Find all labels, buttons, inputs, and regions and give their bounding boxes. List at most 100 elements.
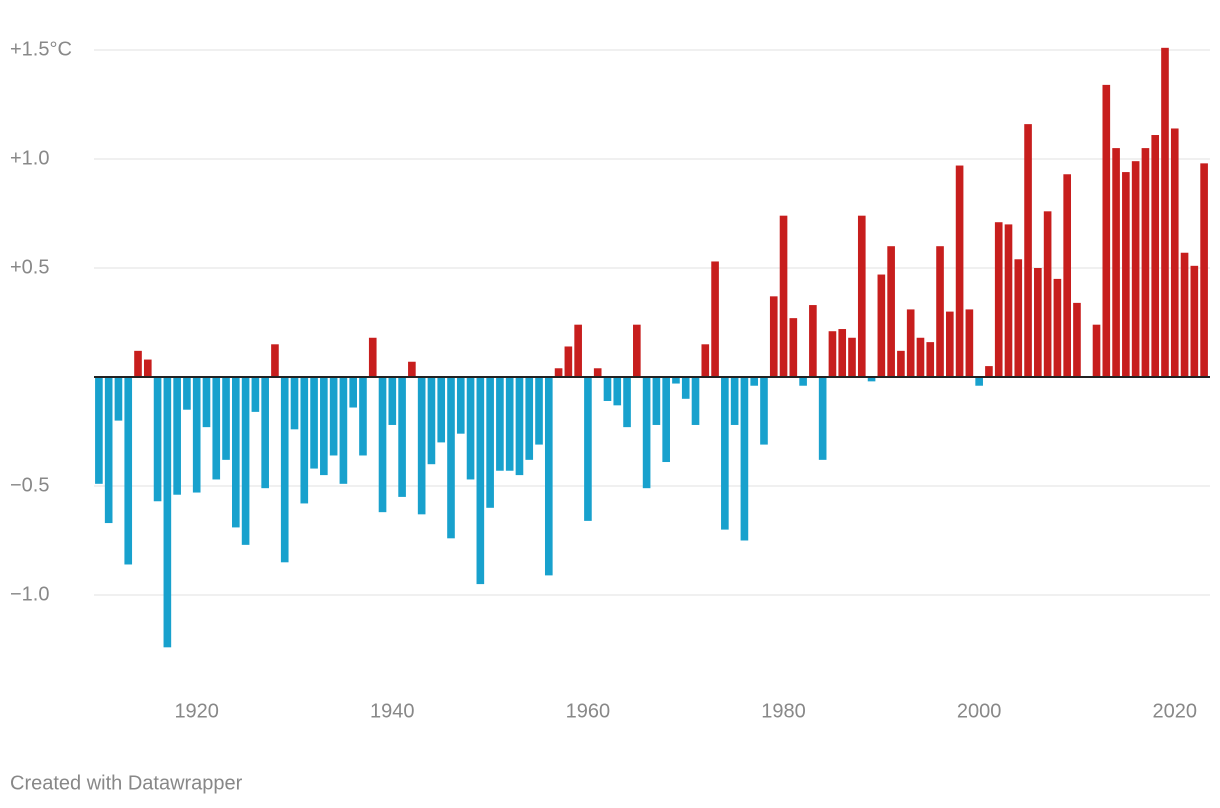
bar [153, 377, 162, 502]
bar [280, 377, 289, 563]
bar [584, 377, 592, 521]
bar [779, 215, 788, 377]
bar [320, 377, 328, 476]
x-tick-label: 1920 [174, 700, 219, 722]
x-tick-label: 1960 [566, 700, 611, 722]
bar [662, 377, 670, 463]
bar [202, 377, 211, 428]
bar [417, 377, 426, 515]
bar [476, 377, 485, 585]
bar [926, 342, 935, 377]
bar [985, 366, 993, 377]
bar [515, 377, 524, 476]
x-tick-label: 1980 [761, 700, 806, 722]
bar [173, 377, 181, 495]
bar [1190, 265, 1199, 377]
bar [447, 377, 455, 539]
bar [574, 324, 582, 377]
bar [838, 329, 847, 377]
bar [261, 377, 269, 489]
bar [525, 377, 534, 460]
bar [809, 305, 817, 377]
bar [349, 377, 358, 408]
bar [378, 377, 387, 513]
bar [769, 296, 778, 377]
bar [1102, 84, 1111, 377]
footer: Created with Datawrapper [10, 772, 243, 794]
bar [535, 377, 543, 445]
bar [916, 337, 925, 377]
bar [104, 377, 113, 524]
bar [633, 324, 641, 377]
bar [124, 377, 133, 565]
bar [906, 309, 915, 377]
bar [241, 377, 250, 545]
bar [329, 377, 338, 456]
bar [750, 377, 759, 386]
bar [163, 377, 172, 648]
bar [1004, 224, 1013, 377]
bar [143, 359, 152, 377]
bar [251, 377, 260, 412]
bar [114, 377, 123, 421]
bar [672, 377, 680, 384]
bar [1063, 174, 1071, 377]
bar [544, 377, 553, 576]
bar [593, 368, 602, 377]
bar [848, 337, 856, 377]
bar [466, 377, 475, 480]
bar [760, 377, 768, 445]
bar [799, 377, 807, 386]
bar [496, 377, 504, 471]
bar [1092, 324, 1101, 377]
bar [95, 377, 103, 484]
bar [212, 377, 221, 480]
bar [818, 377, 827, 460]
y-tick-label: +0.5 [10, 256, 49, 278]
bar [368, 337, 377, 377]
bar [1151, 135, 1160, 377]
bar [1131, 161, 1140, 377]
bar [222, 377, 230, 460]
bar [1053, 278, 1062, 377]
bar [564, 346, 573, 377]
bar [623, 377, 631, 428]
bar [711, 261, 719, 377]
bar [134, 350, 142, 377]
bar [642, 377, 651, 489]
bar [887, 246, 895, 377]
bar [427, 377, 436, 465]
bar [1161, 47, 1169, 377]
bar [955, 165, 964, 377]
bar [965, 309, 974, 377]
bar [232, 377, 240, 528]
x-tick-label: 2000 [957, 700, 1002, 722]
bar [945, 311, 954, 377]
y-tick-label: −1.0 [10, 583, 49, 605]
bar [300, 377, 309, 504]
bar [1170, 128, 1179, 377]
bar [192, 377, 201, 493]
bar [456, 377, 465, 434]
bar [486, 377, 494, 508]
bar [505, 377, 514, 471]
bar [1073, 302, 1081, 377]
bar [310, 377, 318, 469]
bar [398, 377, 406, 497]
bar [652, 377, 661, 425]
bar [867, 377, 876, 382]
bar [701, 344, 710, 377]
bar [1180, 252, 1189, 377]
y-tick-label: +1.0 [10, 147, 49, 169]
bar [730, 377, 739, 425]
bar [603, 377, 612, 401]
bar [359, 377, 367, 456]
bar [721, 377, 729, 530]
bar [554, 368, 563, 377]
bar [994, 222, 1003, 377]
y-tick-label: −0.5 [10, 474, 49, 496]
bar [691, 377, 700, 425]
x-tick-label: 1940 [370, 700, 415, 722]
bar [897, 350, 905, 377]
